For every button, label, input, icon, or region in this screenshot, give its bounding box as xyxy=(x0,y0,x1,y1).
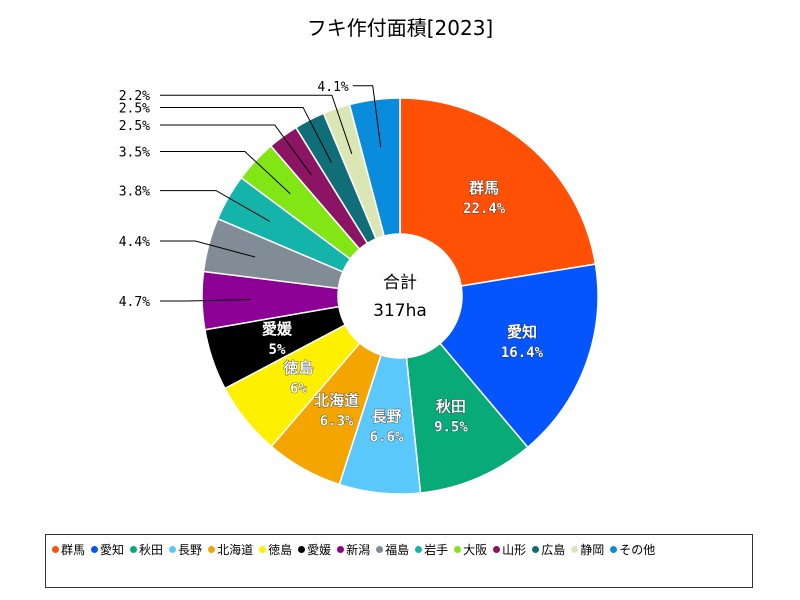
legend-label-11: 山形 xyxy=(502,543,527,557)
slice-value-label-3: 6.6% xyxy=(370,429,404,445)
slice-name-label-2: 秋田 xyxy=(436,398,466,416)
pie-slice-2 xyxy=(405,342,529,494)
legend-item-5: 徳島 xyxy=(259,540,292,560)
leader-line-8 xyxy=(160,240,256,258)
legend-label-10: 大阪 xyxy=(463,543,488,557)
slice-name-label-1: 愛知 xyxy=(507,323,537,341)
slice-name-label-6: 愛媛 xyxy=(262,320,293,338)
slice-name-label-5: 徳島 xyxy=(282,359,313,377)
pie-slice-0 xyxy=(399,97,597,287)
legend-swatch-3 xyxy=(169,546,177,553)
slice-value-label-1: 16.4% xyxy=(501,345,544,361)
legend-item-7: 新潟 xyxy=(337,540,370,560)
legend-label-0: 群馬 xyxy=(61,543,86,557)
slice-value-label-7: 4.7% xyxy=(119,295,150,310)
legend-label-13: 静岡 xyxy=(580,543,605,557)
legend-item-3: 長野 xyxy=(169,540,202,560)
leader-line-11 xyxy=(160,124,312,176)
legend-swatch-10 xyxy=(454,546,462,553)
legend-item-14: その他 xyxy=(610,540,655,560)
legend-item-10: 大阪 xyxy=(454,540,487,560)
legend-label-12: 広島 xyxy=(541,543,566,557)
legend-swatch-14 xyxy=(610,546,618,553)
legend-swatch-12 xyxy=(532,546,540,553)
pie-slice-14 xyxy=(348,97,401,237)
legend-swatch-7 xyxy=(337,546,345,553)
legend-label-6: 愛媛 xyxy=(307,543,332,557)
legend-item-8: 福島 xyxy=(376,540,409,560)
pie-slice-1 xyxy=(438,263,599,449)
legend-label-14: その他 xyxy=(619,543,656,557)
slice-value-label-14: 4.1% xyxy=(317,80,348,95)
legend-swatch-13 xyxy=(571,546,579,553)
legend-label-5: 徳島 xyxy=(268,543,293,557)
chart-legend: 群馬 愛知 秋田 長野 北海道 徳島 愛媛 新潟 福島 岩手 大阪 山形 広島 静岡 その他 xyxy=(45,534,753,588)
legend-item-4: 北海道 xyxy=(208,540,253,560)
leader-line-7 xyxy=(160,299,251,302)
legend-item-2: 秋田 xyxy=(130,540,163,560)
chart-title: フキ作付面積[2023] xyxy=(306,16,494,40)
legend-label-2: 秋田 xyxy=(139,543,164,557)
donut-chart: 群馬 22.4% 愛知 16.4% 秋田 9.5% 長野 6.6% 北海道 6.3% 徳島 6% 愛媛 5… xyxy=(119,80,599,495)
legend-swatch-11 xyxy=(493,546,501,553)
slice-value-label-13: 2.2% xyxy=(119,89,150,104)
legend-label-7: 新潟 xyxy=(346,543,371,557)
slice-value-label-2: 9.5% xyxy=(434,420,468,436)
legend-item-0: 群馬 xyxy=(52,540,85,560)
slice-value-label-10: 3.5% xyxy=(119,145,150,160)
legend-swatch-2 xyxy=(130,546,138,553)
legend-item-13: 静岡 xyxy=(571,540,604,560)
leader-line-9 xyxy=(160,190,271,222)
slice-value-label-8: 4.4% xyxy=(119,235,150,250)
legend-label-4: 北海道 xyxy=(217,543,254,557)
legend-label-8: 福島 xyxy=(385,543,410,557)
slice-name-label-0: 群馬 xyxy=(469,179,499,197)
legend-swatch-6 xyxy=(298,546,306,553)
legend-swatch-8 xyxy=(376,546,384,553)
slice-value-label-5: 6% xyxy=(290,381,307,397)
legend-label-1: 愛知 xyxy=(100,543,125,557)
leader-line-12 xyxy=(160,106,332,163)
leader-line-10 xyxy=(160,150,291,195)
center-label: 合計 xyxy=(383,273,417,293)
slice-value-label-4: 6.3% xyxy=(320,413,354,429)
legend-label-9: 岩手 xyxy=(424,543,449,557)
legend-item-11: 山形 xyxy=(493,540,526,560)
center-value: 317ha xyxy=(373,301,427,321)
slice-value-label-12: 2.5% xyxy=(119,101,150,116)
leader-line-13 xyxy=(160,94,353,155)
legend-label-3: 長野 xyxy=(178,543,203,557)
legend-swatch-4 xyxy=(208,546,216,553)
slice-value-label-11: 2.5% xyxy=(119,119,150,134)
legend-swatch-1 xyxy=(91,546,99,553)
legend-item-6: 愛媛 xyxy=(298,540,331,560)
legend-item-12: 広島 xyxy=(532,540,565,560)
slice-value-label-6: 5% xyxy=(269,342,286,358)
legend-swatch-5 xyxy=(259,546,267,553)
slice-value-label-9: 3.8% xyxy=(119,185,150,200)
legend-swatch-0 xyxy=(52,546,59,553)
slice-name-label-3: 長野 xyxy=(372,407,402,425)
legend-item-1: 愛知 xyxy=(91,540,124,560)
legend-item-9: 岩手 xyxy=(415,540,448,560)
legend-swatch-9 xyxy=(415,546,423,553)
slice-value-label-0: 22.4% xyxy=(463,201,506,217)
leader-line-14 xyxy=(352,85,382,148)
slice-name-label-4: 北海道 xyxy=(314,391,359,409)
